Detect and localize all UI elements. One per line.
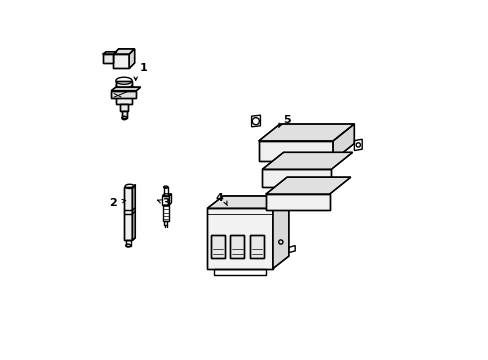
Polygon shape	[111, 91, 136, 99]
Polygon shape	[272, 196, 288, 269]
Text: 5: 5	[283, 115, 290, 125]
Polygon shape	[124, 187, 132, 240]
Polygon shape	[116, 81, 132, 104]
Polygon shape	[120, 104, 128, 111]
Polygon shape	[111, 87, 141, 91]
Polygon shape	[113, 49, 134, 54]
Polygon shape	[262, 152, 352, 169]
Polygon shape	[132, 185, 135, 240]
Polygon shape	[230, 235, 244, 258]
Text: 3: 3	[163, 198, 170, 208]
Polygon shape	[207, 196, 288, 208]
Polygon shape	[332, 124, 354, 161]
Polygon shape	[258, 124, 354, 141]
Polygon shape	[122, 111, 126, 118]
Polygon shape	[258, 141, 332, 161]
Text: 2: 2	[109, 198, 117, 208]
Polygon shape	[210, 235, 224, 258]
Polygon shape	[265, 177, 350, 194]
Polygon shape	[249, 235, 264, 258]
Polygon shape	[113, 54, 129, 68]
Polygon shape	[265, 194, 329, 210]
Polygon shape	[207, 208, 272, 269]
Polygon shape	[129, 49, 134, 68]
Polygon shape	[102, 54, 113, 63]
Polygon shape	[262, 169, 331, 187]
Text: 1: 1	[139, 63, 147, 73]
Polygon shape	[102, 52, 117, 54]
Text: 4: 4	[215, 193, 223, 203]
